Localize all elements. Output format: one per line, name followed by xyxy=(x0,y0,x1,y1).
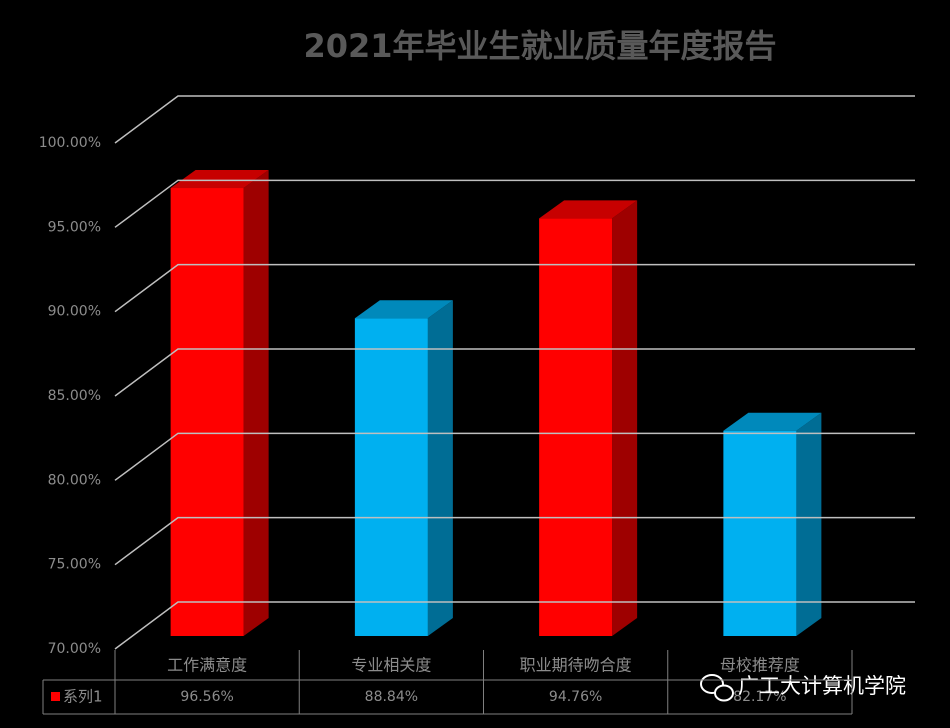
bar xyxy=(723,430,797,636)
legend-swatch xyxy=(51,692,60,701)
bar-side xyxy=(612,200,638,636)
y-tick-label: 90.00% xyxy=(48,304,101,320)
grid-line xyxy=(114,263,915,313)
bar-side xyxy=(796,412,822,636)
value-label: 94.76% xyxy=(549,689,602,705)
y-tick-label: 80.00% xyxy=(48,472,101,488)
grid-line xyxy=(114,516,915,566)
grid-line xyxy=(114,348,915,397)
watermark: 广工大计算机学院 xyxy=(738,674,906,698)
bar xyxy=(539,218,613,636)
bar-top xyxy=(354,300,453,319)
watermark-icon xyxy=(700,674,734,702)
bar-side xyxy=(427,300,453,636)
grid-line xyxy=(114,432,915,481)
bar-side xyxy=(243,170,269,636)
y-tick-label: 85.00% xyxy=(48,388,101,404)
bar-top xyxy=(723,412,822,431)
value-label: 96.56% xyxy=(180,689,233,705)
y-tick-label: 70.00% xyxy=(48,641,101,657)
grid-line xyxy=(114,601,915,650)
grid-line xyxy=(114,95,915,144)
y-tick-label: 75.00% xyxy=(48,557,101,573)
bar-top xyxy=(170,170,269,189)
x-tick-label: 母校推荐度 xyxy=(720,656,800,675)
bar xyxy=(170,188,244,636)
chart-title: 2021年毕业生就业质量年度报告 xyxy=(303,27,776,65)
x-tick-label: 职业期待吻合度 xyxy=(520,656,632,675)
x-tick-label: 专业相关度 xyxy=(351,656,431,675)
grid-line xyxy=(114,179,915,228)
value-label: 88.84% xyxy=(365,689,418,705)
bar xyxy=(354,318,428,636)
bar-top xyxy=(539,200,638,219)
value-label: 82.17% xyxy=(733,689,786,705)
y-tick-label: 100.00% xyxy=(39,135,101,151)
x-tick-label: 工作满意度 xyxy=(167,656,247,675)
y-tick-label: 95.00% xyxy=(48,219,101,235)
legend-label: 系列1 xyxy=(63,688,103,706)
